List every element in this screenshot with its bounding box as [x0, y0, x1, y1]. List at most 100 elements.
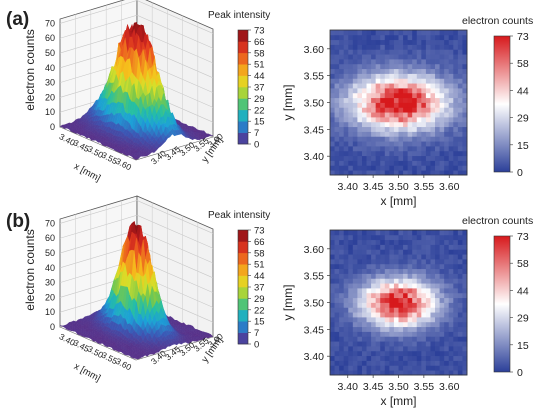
heatmap-cell: [457, 160, 463, 166]
heatmap-cell: [366, 312, 372, 318]
y-tick-label: 3.55: [304, 71, 325, 83]
heatmap-cell: [371, 244, 377, 250]
heatmap-cell: [389, 288, 395, 294]
heatmap-cell: [398, 170, 404, 176]
heatmap-cell: [339, 160, 345, 166]
heatmap-cell: [435, 165, 440, 171]
heatmap-cell: [439, 146, 445, 152]
heatmap-cell: [416, 249, 422, 255]
heatmap-cell: [339, 268, 345, 274]
heatmap-cell: [330, 234, 335, 241]
heatmap-cell: [352, 273, 358, 279]
heatmap-cell: [339, 170, 345, 176]
heatmap-cell: [425, 283, 431, 289]
y-axis-label: y [mm]: [281, 85, 295, 121]
heatmap-cell: [462, 97, 468, 103]
heatmap-cell: [403, 355, 409, 361]
heatmap-cell: [425, 92, 431, 99]
heatmap-cell: [334, 117, 340, 123]
heatmap-cell: [393, 49, 399, 55]
heatmap-cell: [380, 297, 386, 303]
heatmap-cell: [462, 317, 468, 323]
heatmap-cell: [366, 88, 372, 94]
heatmap-cell: [334, 331, 340, 337]
heatmap-cell: [375, 331, 381, 337]
heatmap-cell: [384, 341, 390, 347]
heatmap-cell: [462, 278, 468, 284]
heatmap-cell: [407, 107, 413, 113]
heatmap-cell: [352, 365, 358, 371]
heatmap-cell: [352, 30, 358, 36]
heatmap-cell: [366, 292, 372, 299]
heatmap-cell: [403, 341, 409, 347]
heatmap-cell: [439, 88, 445, 94]
heatmap-cell: [462, 49, 468, 55]
heatmap-cell: [389, 44, 395, 50]
heatmap-cell: [425, 88, 431, 94]
heatmap-cell: [357, 355, 363, 361]
heatmap-cell: [453, 355, 459, 361]
heatmap-cell: [380, 146, 386, 152]
heatmap-cell: [330, 263, 335, 270]
heatmap-cell: [371, 131, 377, 137]
heatmap-cell: [330, 73, 335, 79]
heatmap-cell: [361, 283, 367, 289]
heatmap-cell: [357, 263, 363, 270]
heatmap-cell: [357, 83, 363, 89]
heatmap-cell: [435, 63, 440, 70]
heatmap-cell: [389, 249, 395, 255]
heatmap-cell: [389, 234, 395, 241]
heatmap-cell: [393, 59, 399, 65]
heatmap-cell: [348, 165, 354, 171]
heatmap-cell: [416, 321, 422, 328]
heatmap-cell: [380, 302, 386, 308]
heatmap-cell: [430, 136, 436, 142]
heatmap-cell: [393, 131, 399, 137]
heatmap-cell: [457, 350, 463, 357]
x-axis-label: x [mm]: [72, 161, 102, 184]
heatmap-cell: [403, 63, 409, 70]
colorbar-tick-label: 15: [254, 117, 265, 128]
heatmap-cell: [430, 297, 436, 303]
heatmap-cell: [416, 278, 422, 284]
heatmap-cell: [371, 39, 377, 45]
z-axis-label: electron counts: [23, 229, 37, 310]
heatmap-cell: [421, 54, 427, 60]
colorbar-tick-label: 7: [254, 128, 259, 139]
heatmap-cell: [343, 370, 349, 376]
heatmap-cell: [421, 370, 427, 376]
heatmap-cell: [361, 83, 367, 89]
heatmap-cell: [330, 317, 335, 323]
heatmap-cell: [439, 346, 445, 352]
heatmap-cell: [430, 317, 436, 323]
heatmap-cell: [421, 107, 427, 113]
heatmap-cell: [330, 297, 335, 303]
heatmap-cell: [343, 92, 349, 99]
heatmap-cell: [348, 297, 354, 303]
heatmap-cell: [357, 278, 363, 284]
heatmap-cell: [384, 146, 390, 152]
heatmap-cell: [403, 350, 409, 357]
heatmap-cell: [343, 307, 349, 313]
heatmap-cell: [407, 63, 413, 70]
heatmap-cell: [330, 112, 335, 118]
heatmap-cell: [412, 150, 418, 157]
heatmap-cell: [339, 302, 345, 308]
heatmap-cell: [407, 355, 413, 361]
heatmap-cell: [348, 146, 354, 152]
heatmap-cell: [412, 107, 418, 113]
heatmap-cell: [361, 365, 367, 371]
heatmap-cell: [352, 73, 358, 79]
heatmap-cell: [330, 117, 335, 123]
heatmap-cell: [375, 78, 381, 84]
heatmap-cell: [357, 136, 363, 142]
heatmap-cell: [361, 370, 367, 376]
heatmap-cell: [412, 360, 418, 366]
heatmap-cell: [389, 155, 395, 161]
heatmap-cell: [380, 92, 386, 99]
heatmap-cell: [357, 292, 363, 299]
heatmap-cell: [398, 230, 404, 236]
heatmap-cell: [371, 107, 377, 113]
heatmap-cell: [398, 150, 404, 157]
heatmap-cell: [371, 331, 377, 337]
